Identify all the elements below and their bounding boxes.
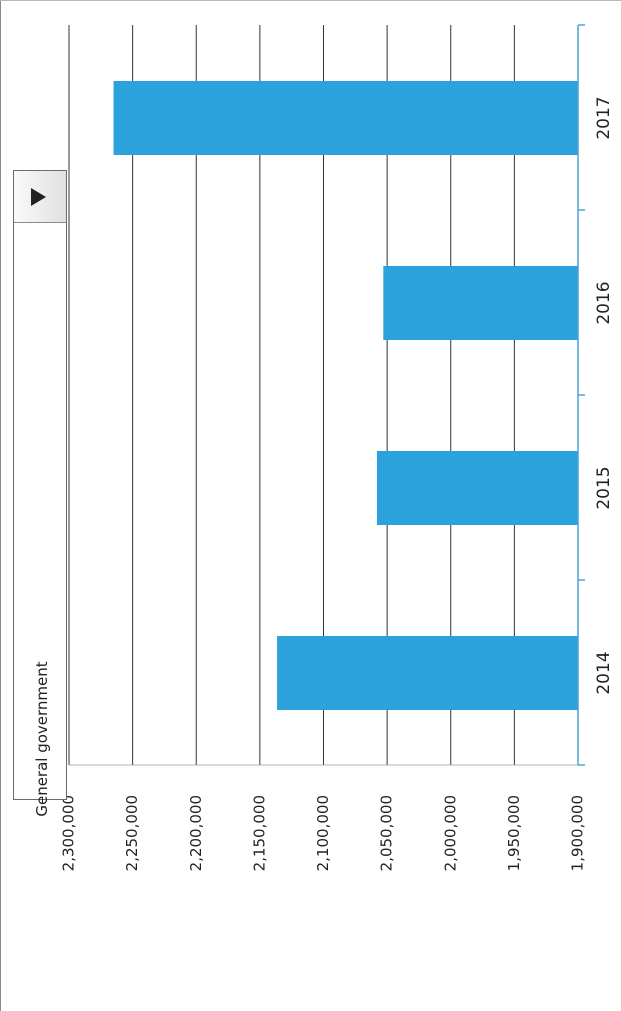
dropdown-button[interactable]	[14, 171, 66, 223]
value-tick-label: 1,900,000	[569, 795, 587, 871]
frame-border-left	[0, 0, 1, 1011]
category-label-2017: 2017	[594, 96, 614, 139]
category-axis-labels: 2014 2015 2016 2017	[594, 96, 614, 694]
series-dropdown[interactable]: General government	[13, 170, 67, 817]
value-tick-label: 2,250,000	[123, 795, 141, 871]
category-axis	[577, 24, 585, 766]
bar-2016	[383, 266, 578, 340]
category-label-2015: 2015	[594, 466, 614, 509]
bar-2017	[113, 81, 578, 155]
category-label-2014: 2014	[594, 651, 614, 694]
value-tick-label: 2,100,000	[314, 795, 332, 871]
value-tick-label: 2,150,000	[250, 795, 268, 871]
bar-2014	[277, 636, 578, 710]
bar-2015	[376, 451, 578, 525]
frame-border-top	[0, 0, 621, 1]
value-tick-label: 2,050,000	[378, 795, 396, 871]
dropdown-arrow-icon	[31, 188, 46, 206]
value-tick-label: 2,200,000	[187, 795, 205, 871]
value-tick-label: 2,300,000	[60, 795, 78, 871]
category-label-2016: 2016	[594, 281, 614, 324]
value-axis-labels: 1,900,000 1,950,000 2,000,000 2,050,000 2,10…	[60, 795, 587, 871]
value-tick-label: 2,000,000	[441, 795, 459, 871]
dropdown-selected-value: General government	[33, 661, 51, 817]
bars	[113, 81, 578, 710]
value-tick-label: 1,950,000	[505, 795, 523, 871]
